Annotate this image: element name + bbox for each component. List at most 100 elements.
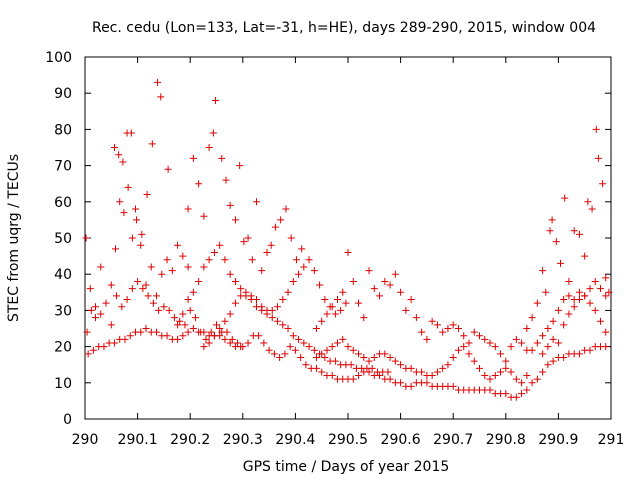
- data-point: [258, 303, 266, 311]
- data-point: [581, 252, 589, 260]
- series-sat-d: [84, 325, 245, 358]
- data-point: [263, 248, 271, 256]
- x-tick: 290.6: [381, 57, 421, 448]
- x-tick: 290.3: [223, 57, 263, 448]
- y-tick-label: 0: [63, 412, 72, 428]
- data-points: [82, 78, 613, 401]
- data-point: [179, 252, 187, 260]
- data-point: [200, 343, 208, 351]
- data-point: [213, 321, 220, 329]
- x-tick-label: 290.9: [538, 432, 578, 448]
- data-point: [291, 346, 299, 354]
- data-point: [237, 285, 245, 293]
- data-point: [454, 325, 462, 332]
- y-tick-label: 80: [54, 122, 72, 138]
- data-point: [549, 357, 557, 365]
- data-point: [97, 263, 105, 271]
- data-point: [205, 339, 213, 347]
- series-sat-i: [312, 335, 531, 387]
- data-point: [360, 353, 368, 361]
- data-point: [174, 321, 182, 329]
- data-point: [312, 325, 320, 332]
- data-point: [355, 350, 363, 358]
- data-point: [284, 325, 292, 332]
- data-point: [270, 350, 278, 358]
- data-point: [539, 332, 547, 340]
- data-point: [381, 350, 389, 358]
- x-tick: 290.8: [486, 57, 526, 448]
- y-tick-label: 60: [54, 195, 72, 211]
- series-sat-j: [523, 125, 613, 332]
- data-point: [181, 321, 189, 329]
- data-point: [428, 317, 436, 325]
- x-tick: 290.4: [275, 57, 316, 448]
- data-point: [384, 368, 392, 376]
- data-point: [486, 375, 494, 383]
- x-tick: 290: [72, 57, 98, 448]
- data-point: [163, 256, 171, 264]
- data-point: [544, 343, 552, 351]
- data-point: [502, 364, 510, 372]
- x-tick-label: 290.8: [486, 432, 526, 448]
- data-point: [528, 346, 536, 354]
- data-point: [228, 335, 236, 343]
- data-point: [200, 263, 208, 271]
- data-point: [113, 292, 121, 300]
- data-point: [305, 343, 313, 351]
- data-point: [143, 191, 151, 199]
- data-point: [592, 125, 600, 133]
- data-point: [539, 267, 547, 275]
- data-point: [570, 227, 578, 235]
- data-point: [298, 245, 306, 253]
- y-tick-label: 90: [54, 86, 72, 102]
- data-point: [333, 339, 341, 347]
- data-point: [195, 180, 203, 188]
- data-point: [126, 332, 134, 340]
- data-point: [602, 292, 610, 300]
- data-point: [211, 96, 219, 104]
- data-point: [407, 382, 415, 390]
- data-point: [497, 368, 505, 376]
- data-point: [323, 346, 331, 354]
- data-point: [542, 288, 550, 296]
- data-point: [449, 353, 457, 361]
- data-point: [252, 296, 260, 304]
- data-point: [491, 343, 499, 351]
- data-point: [153, 292, 161, 300]
- data-point: [602, 328, 610, 336]
- data-point: [575, 288, 583, 296]
- data-point: [407, 296, 415, 304]
- x-tick-label: 290.1: [118, 432, 158, 448]
- data-point: [575, 350, 583, 358]
- data-point: [137, 241, 145, 249]
- data-point: [128, 234, 136, 242]
- data-point: [258, 267, 266, 275]
- data-point: [242, 288, 250, 296]
- data-point: [339, 288, 347, 296]
- data-point: [267, 241, 275, 249]
- data-point: [231, 216, 239, 224]
- data-point: [300, 339, 308, 347]
- data-point: [546, 227, 554, 235]
- data-point: [281, 350, 289, 358]
- x-tick: 290.9: [538, 57, 578, 448]
- data-point: [207, 328, 215, 336]
- data-point: [216, 325, 224, 332]
- data-point: [184, 205, 192, 213]
- data-point: [528, 314, 536, 322]
- series-sat-a: [82, 183, 192, 322]
- data-point: [418, 368, 426, 376]
- data-point: [302, 361, 310, 369]
- data-point: [523, 372, 531, 380]
- y-tick-label: 70: [54, 159, 72, 175]
- data-point: [433, 321, 441, 329]
- data-point: [333, 296, 341, 304]
- data-point: [581, 292, 589, 300]
- data-point: [128, 285, 136, 293]
- data-point: [97, 310, 105, 318]
- data-point: [605, 288, 613, 296]
- data-point: [331, 310, 339, 318]
- data-point: [120, 209, 128, 217]
- data-point: [523, 325, 531, 332]
